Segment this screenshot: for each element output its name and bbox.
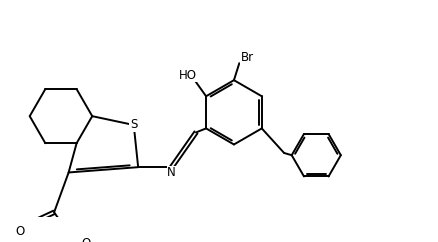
Text: O: O	[15, 225, 24, 238]
Text: N: N	[167, 166, 176, 180]
Text: HO: HO	[179, 69, 197, 82]
Text: S: S	[130, 119, 137, 131]
Text: O: O	[81, 237, 90, 242]
Text: Br: Br	[240, 51, 253, 64]
